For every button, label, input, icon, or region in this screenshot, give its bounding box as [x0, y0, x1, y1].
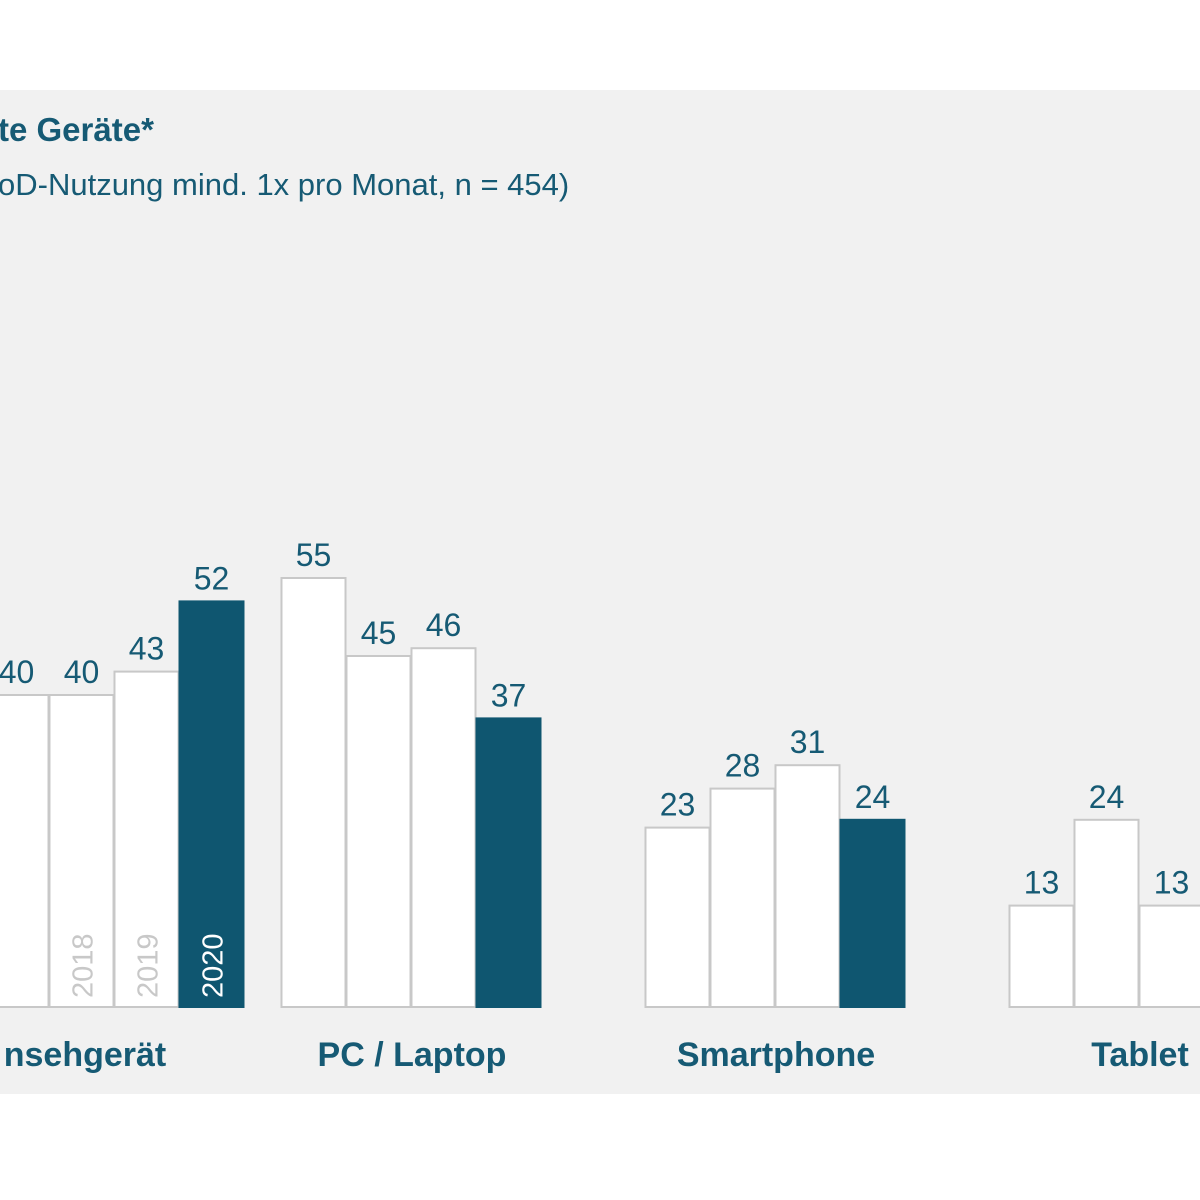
- category-label-tablet: Tablet: [1091, 1036, 1189, 1074]
- bar-nsehger-t-2017: [0, 694, 50, 1008]
- year-label-2020: 2020: [198, 933, 230, 998]
- bar-smartphone-2019: [774, 764, 841, 1009]
- bar-nsehger-t-2020: [178, 600, 245, 1009]
- value-label-nsehger-t-2019: 43: [129, 631, 165, 667]
- value-label-smartphone-2019: 31: [790, 724, 826, 760]
- category-label-pc-laptop: PC / Laptop: [318, 1036, 507, 1074]
- bar-smartphone-2018: [709, 787, 776, 1008]
- bar-tablet-2018: [1073, 818, 1140, 1008]
- year-label-2019: 2019: [133, 933, 165, 998]
- bar-tablet-2019: [1138, 904, 1200, 1008]
- value-label-smartphone-2018: 28: [725, 748, 761, 784]
- bar-smartphone-2020: [839, 818, 906, 1008]
- bar-pc-laptop-2020: [475, 717, 542, 1009]
- value-label-nsehger-t-2017: 40: [0, 654, 34, 690]
- value-label-smartphone-2020: 24: [855, 779, 891, 815]
- value-label-pc-laptop-2020: 37: [491, 677, 527, 713]
- bar-pc-laptop-2017: [280, 577, 347, 1008]
- value-label-nsehger-t-2018: 40: [64, 654, 100, 690]
- bar-smartphone-2017: [644, 826, 711, 1008]
- year-label-2018: 2018: [68, 933, 100, 998]
- value-label-pc-laptop-2019: 46: [426, 607, 462, 643]
- chart-subtitle: oD-Nutzung mind. 1x pro Monat, n = 454): [0, 167, 570, 202]
- value-label-pc-laptop-2017: 55: [296, 537, 332, 573]
- value-label-tablet-2017: 13: [1024, 865, 1060, 901]
- value-label-tablet-2018: 24: [1089, 779, 1125, 815]
- bar-pc-laptop-2018: [345, 655, 412, 1008]
- bar-chart: 40 40 43 52 nsehgerät 55 45 46 37 PC / Laptop 23 28…: [0, 90, 1200, 1094]
- chart-title: te Geräte*: [0, 111, 154, 148]
- value-label-nsehger-t-2020: 52: [194, 560, 230, 596]
- value-label-smartphone-2017: 23: [660, 787, 696, 823]
- category-label-nsehger-t: nsehgerät: [4, 1036, 167, 1074]
- bar-nsehger-t-2019: [113, 670, 180, 1008]
- value-label-tablet-2019: 13: [1154, 865, 1190, 901]
- bar-tablet-2017: [1008, 904, 1075, 1008]
- category-label-smartphone: Smartphone: [677, 1036, 875, 1074]
- bar-pc-laptop-2019: [410, 647, 477, 1008]
- value-label-pc-laptop-2018: 45: [361, 615, 397, 651]
